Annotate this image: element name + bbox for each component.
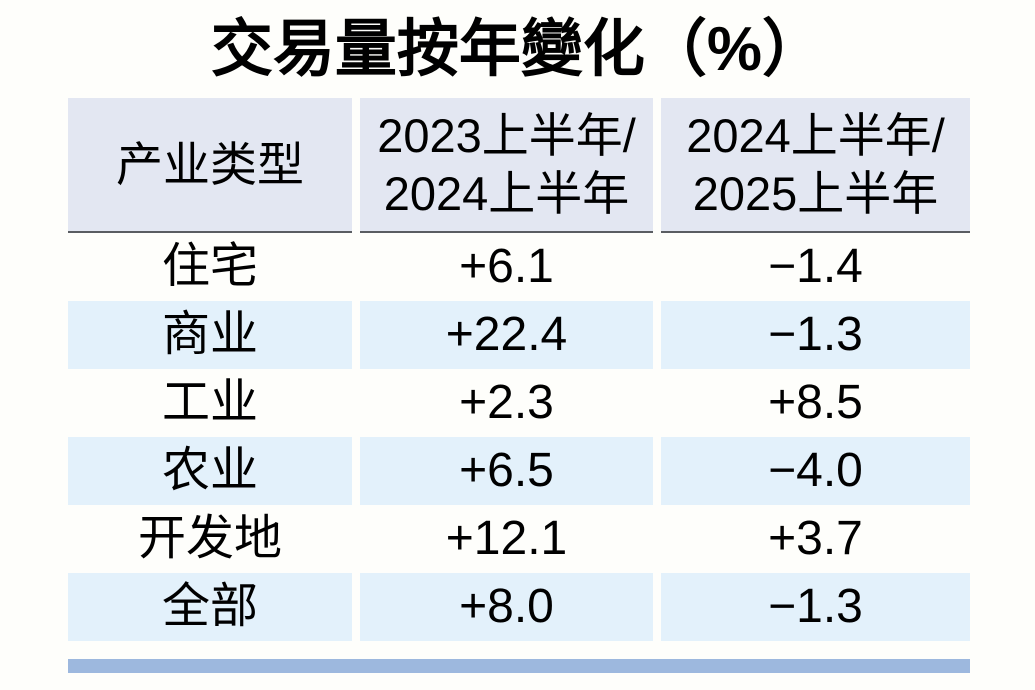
page-title: 交易量按年變化（%） (210, 15, 825, 84)
column-header-line1: 2024上半年/ (686, 108, 945, 162)
value-cell: +8.0 (360, 573, 653, 641)
value-cell: +2.3 (459, 376, 554, 429)
value-cell: −1.3 (661, 301, 970, 369)
value-cell: +22.4 (360, 301, 653, 369)
column-header-industry-type: 产业类型 (68, 98, 352, 233)
yoy-change-table: 产业类型 2023上半年/ 2024上半年 2024上半年/ 2025上半年 住… (68, 98, 970, 641)
column-header-line1: 2023上半年/ (377, 108, 636, 162)
row-label-all: 全部 (68, 573, 352, 641)
value-cell: +12.1 (445, 512, 568, 565)
row-label-residential: 住宅 (161, 240, 258, 293)
row-label-industrial: 工业 (161, 376, 258, 429)
column-header-line2: 2024上半年 (383, 166, 630, 220)
value-cell: +6.5 (360, 437, 653, 505)
value-cell: +6.1 (459, 240, 554, 293)
column-header-2024h1-2025h1: 2024上半年/ 2025上半年 (661, 98, 970, 233)
column-header-2023h1-2024h1: 2023上半年/ 2024上半年 (360, 98, 653, 233)
value-cell: −4.0 (661, 437, 970, 505)
value-cell: −1.3 (661, 573, 970, 641)
column-header-label: 产业类型 (116, 137, 304, 191)
value-cell: +8.5 (768, 376, 863, 429)
column-header-line2: 2025上半年 (692, 166, 939, 220)
row-label-commercial: 商业 (68, 301, 352, 369)
bottom-divider-bar (68, 659, 970, 673)
row-label-agricultural: 农业 (68, 437, 352, 505)
value-cell: +3.7 (768, 512, 863, 565)
row-label-development-land: 开发地 (137, 512, 282, 565)
value-cell: −1.4 (768, 240, 863, 293)
